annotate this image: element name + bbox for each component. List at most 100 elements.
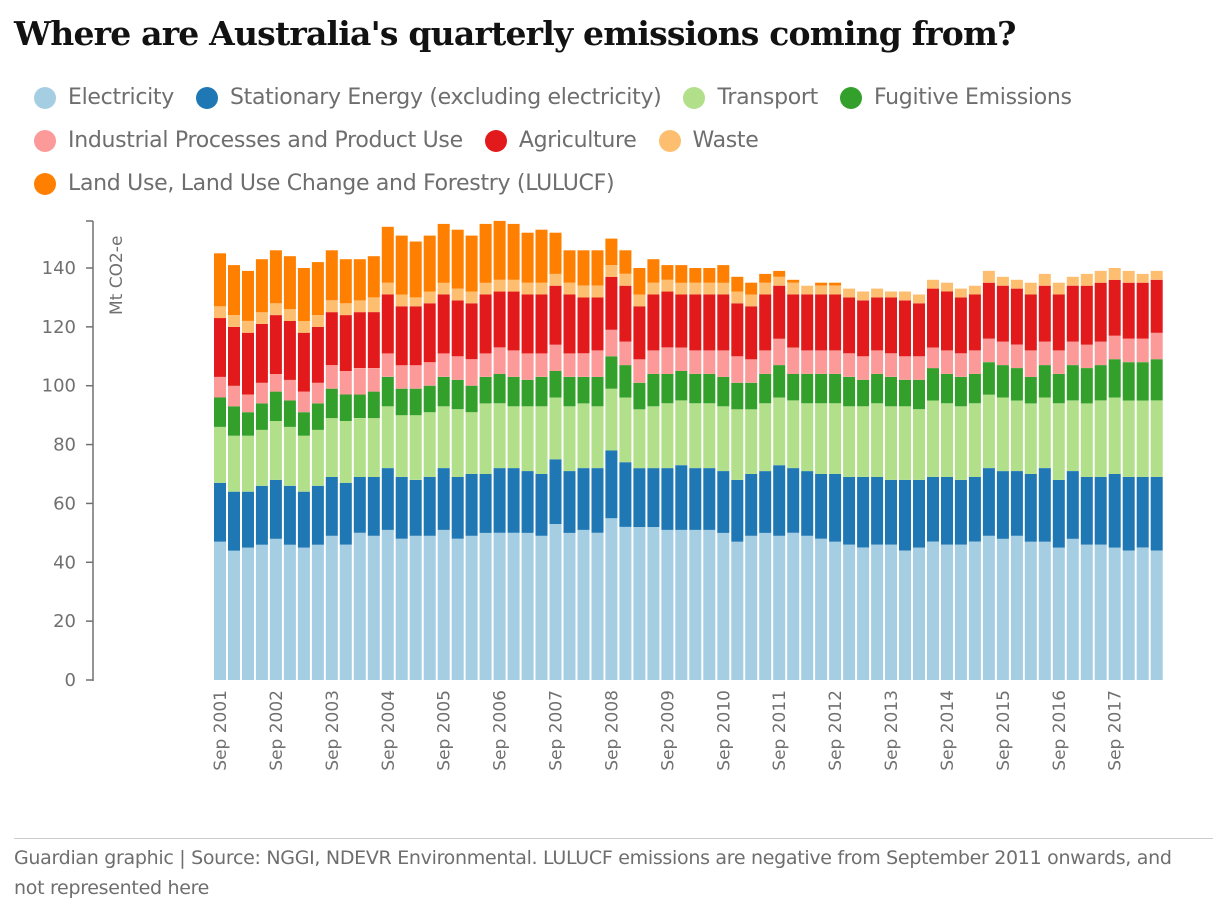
bar-segment-transport: [1136, 400, 1149, 477]
bar-segment-waste: [647, 282, 660, 295]
bar-segment-agriculture: [409, 306, 422, 366]
bar-stack: [367, 256, 380, 680]
bar-segment-stationary-energy-excluding-electricity: [395, 476, 408, 539]
y-ticks: 0 20 40 60 80 100 120 140: [42, 258, 93, 691]
bar-segment-agriculture: [927, 288, 939, 348]
bar-segment-industrial-processes-and-product-use: [577, 353, 590, 377]
bar-segment-electricity: [871, 544, 884, 680]
bar-segment-fugitive-emissions: [1150, 359, 1163, 401]
bar-segment-electricity: [423, 535, 436, 680]
bar-segment-land-use-land-use-change-and-forestry-lulucf: [759, 273, 772, 283]
bar-segment-agriculture: [759, 294, 772, 351]
bar-stack: [297, 268, 310, 680]
bar-segment-waste: [242, 321, 254, 333]
bar-stack: [941, 282, 953, 680]
bar-segment-transport: [829, 403, 842, 474]
bar-segment-agriculture: [1052, 294, 1065, 351]
bar-segment-industrial-processes-and-product-use: [451, 356, 464, 380]
bar-segment-electricity: [325, 535, 338, 680]
bar-segment-stationary-energy-excluding-electricity: [1122, 476, 1135, 551]
bar-segment-industrial-processes-and-product-use: [437, 353, 450, 377]
bar-segment-waste: [1108, 268, 1121, 280]
bar-stack: [507, 223, 520, 680]
bar-segment-stationary-energy-excluding-electricity: [507, 468, 520, 533]
bar-segment-land-use-land-use-change-and-forestry-lulucf: [829, 282, 842, 286]
bar-segment-waste: [479, 282, 492, 295]
bar-segment-agriculture: [675, 294, 688, 348]
legend-label-industrial-processes: Industrial Processes and Product Use: [68, 128, 463, 153]
bar-segment-land-use-land-use-change-and-forestry-lulucf: [325, 250, 338, 301]
bar-segment-fugitive-emissions: [801, 373, 814, 404]
bar-stack: [1066, 276, 1079, 680]
bar-segment-stationary-energy-excluding-electricity: [815, 474, 828, 539]
bar-segment-electricity: [255, 544, 268, 680]
bar-segment-waste: [954, 288, 967, 298]
bar-segment-transport: [1038, 397, 1051, 469]
bar-segment-industrial-processes-and-product-use: [242, 394, 254, 413]
bar-segment-agriculture: [479, 294, 492, 354]
bar-segment-agriculture: [885, 297, 897, 354]
bar-segment-industrial-processes-and-product-use: [1038, 341, 1051, 366]
bar-segment-land-use-land-use-change-and-forestry-lulucf: [815, 282, 828, 286]
bar-segment-agriculture: [339, 315, 352, 371]
bar-segment-electricity: [633, 527, 646, 680]
bar-segment-industrial-processes-and-product-use: [787, 347, 800, 374]
legend-swatch-lulucf: [34, 172, 56, 195]
x-tick-label: Sep 2007: [547, 690, 567, 771]
y-axis-title: Mt CO2-e: [107, 236, 127, 315]
bar-segment-fugitive-emissions: [577, 376, 590, 404]
bar-segment-transport: [563, 406, 576, 471]
bar-segment-fugitive-emissions: [521, 379, 534, 407]
bar-segment-waste: [395, 294, 408, 307]
legend-row-3: Land Use, Land Use Change and Forestry (…: [34, 162, 1194, 205]
bar-segment-electricity: [577, 529, 590, 680]
bar-segment-waste: [1080, 273, 1093, 286]
bar-segment-waste: [591, 285, 604, 298]
bar-segment-waste: [731, 291, 744, 304]
bar-segment-stationary-energy-excluding-electricity: [954, 479, 967, 545]
bar-segment-stationary-energy-excluding-electricity: [1066, 471, 1079, 539]
bar-segment-transport: [1150, 400, 1163, 477]
bar-segment-waste: [941, 282, 953, 292]
bar-segment-electricity: [954, 544, 967, 680]
y-tick-label: 20: [53, 611, 76, 632]
bar-segment-industrial-processes-and-product-use: [535, 353, 548, 377]
bar-segment-waste: [633, 294, 646, 307]
bar-segment-transport: [703, 403, 716, 469]
bar-segment-electricity: [1108, 547, 1121, 680]
bar-segment-fugitive-emissions: [787, 373, 800, 401]
bar-segment-electricity: [311, 544, 324, 680]
bar-segment-stationary-energy-excluding-electricity: [661, 468, 674, 530]
bar-segment-agriculture: [577, 297, 590, 354]
bar-stack: [857, 291, 870, 680]
bar-segment-industrial-processes-and-product-use: [996, 341, 1009, 366]
bar-segment-waste: [367, 297, 380, 313]
bar-segment-industrial-processes-and-product-use: [297, 391, 310, 413]
bar-stack: [731, 276, 744, 680]
bar-segment-stationary-energy-excluding-electricity: [871, 476, 884, 545]
bar-segment-agriculture: [941, 291, 953, 351]
source-note: Guardian graphic | Source: NGGI, NDEVR E…: [14, 847, 1172, 899]
x-tick-label: Sep 2002: [267, 690, 287, 771]
bar-segment-industrial-processes-and-product-use: [759, 350, 772, 374]
bar-segment-electricity: [465, 535, 478, 680]
bar-segment-agriculture: [353, 312, 366, 368]
bar-segment-fugitive-emissions: [325, 388, 338, 419]
bar-segment-industrial-processes-and-product-use: [409, 365, 422, 389]
bar-stack: [1094, 270, 1107, 680]
bar-stack: [982, 270, 995, 680]
bar-segment-transport: [1108, 397, 1121, 474]
bar-segment-industrial-processes-and-product-use: [283, 379, 296, 401]
bars: [214, 220, 1163, 680]
bar-segment-electricity: [885, 544, 897, 680]
bar-segment-industrial-processes-and-product-use: [954, 353, 967, 377]
bar-segment-land-use-land-use-change-and-forestry-lulucf: [661, 265, 674, 280]
bar-segment-industrial-processes-and-product-use: [228, 385, 240, 407]
bar-segment-industrial-processes-and-product-use: [591, 350, 604, 377]
bar-stack: [787, 279, 800, 680]
y-tick-label: 140: [42, 258, 76, 279]
bar-segment-transport: [619, 397, 632, 463]
bar-segment-agriculture: [968, 294, 981, 351]
bar-stack: [913, 294, 925, 680]
bar-segment-waste: [745, 294, 758, 307]
